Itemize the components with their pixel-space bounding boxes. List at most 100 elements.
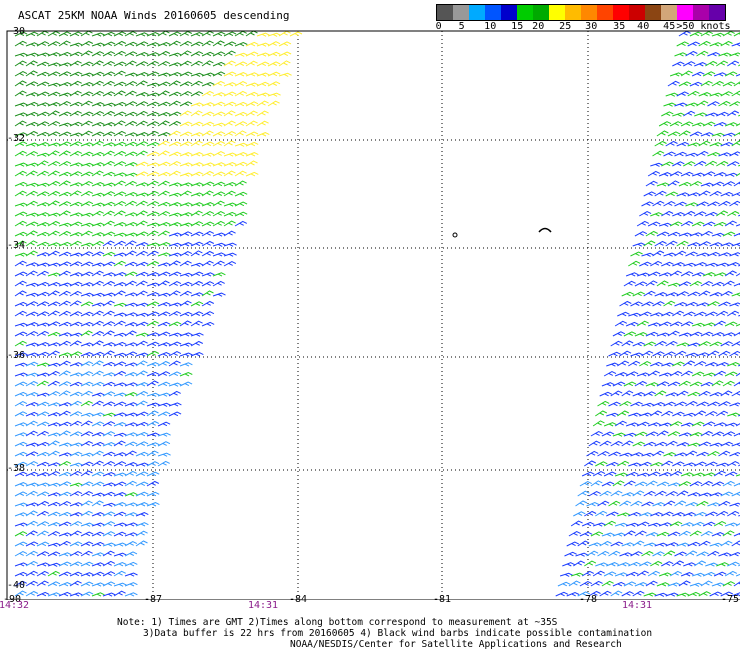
wind-barb bbox=[69, 141, 83, 147]
wind-barb bbox=[47, 290, 60, 297]
wind-barb bbox=[47, 471, 61, 477]
wind-barb bbox=[707, 502, 721, 507]
wind-barb bbox=[14, 170, 27, 177]
wind-barb bbox=[683, 110, 696, 117]
wind-barb bbox=[102, 421, 116, 427]
wind-barb bbox=[36, 212, 50, 217]
wind-barb bbox=[80, 361, 94, 367]
wind-barb bbox=[102, 491, 116, 497]
wind-barb bbox=[102, 461, 116, 467]
wind-barb bbox=[179, 190, 192, 197]
wind-barb bbox=[665, 240, 678, 247]
wind-barb bbox=[146, 121, 160, 127]
wind-barb bbox=[711, 531, 725, 537]
wind-barb bbox=[729, 350, 740, 357]
wind-barb bbox=[157, 50, 171, 57]
wind-barb bbox=[698, 441, 712, 447]
wind-barb bbox=[157, 321, 171, 327]
wind-barb bbox=[69, 171, 83, 177]
wind-barb bbox=[201, 130, 214, 137]
wind-barb bbox=[25, 380, 39, 387]
wind-barb bbox=[58, 131, 72, 137]
wind-barb bbox=[720, 441, 734, 447]
wind-barb bbox=[36, 71, 50, 77]
wind-barb bbox=[647, 471, 661, 477]
wind-barb bbox=[709, 292, 723, 297]
wind-barb bbox=[711, 32, 725, 37]
wind-barb bbox=[91, 522, 105, 527]
wind-barb bbox=[25, 322, 39, 327]
wind-barb bbox=[157, 371, 171, 377]
wind-barb bbox=[680, 220, 694, 227]
wind-barb bbox=[652, 450, 665, 457]
wind-barb bbox=[69, 272, 83, 277]
wind-barb bbox=[124, 592, 138, 597]
wind-barb bbox=[69, 482, 83, 487]
wind-barb bbox=[647, 422, 661, 427]
wind-barb bbox=[245, 72, 259, 77]
wind-barb bbox=[702, 171, 716, 177]
wind-barb bbox=[223, 230, 236, 237]
wind-barb bbox=[102, 542, 116, 547]
wind-barb bbox=[623, 432, 637, 437]
wind-barb bbox=[179, 300, 192, 307]
wind-barb bbox=[212, 31, 226, 37]
wind-barb bbox=[146, 291, 160, 297]
wind-barb bbox=[102, 502, 116, 507]
wind-barb bbox=[47, 511, 61, 517]
wind-barb bbox=[632, 490, 645, 497]
wind-barb bbox=[709, 391, 723, 397]
wind-barb bbox=[80, 171, 94, 177]
wind-barb bbox=[36, 500, 50, 507]
wind-barb bbox=[676, 592, 690, 597]
wind-barb bbox=[102, 240, 115, 247]
wind-barb bbox=[201, 90, 215, 97]
wind-barb bbox=[25, 550, 38, 557]
wind-barb bbox=[663, 351, 676, 357]
wind-barb bbox=[689, 432, 703, 437]
wind-barb bbox=[14, 260, 27, 267]
wind-barb bbox=[157, 280, 170, 287]
wind-barb bbox=[639, 361, 652, 367]
wind-barb bbox=[157, 180, 170, 187]
wind-barb bbox=[201, 300, 215, 307]
wind-barb bbox=[113, 531, 127, 537]
wind-barb bbox=[705, 112, 719, 117]
wind-barb bbox=[102, 210, 115, 217]
wind-barb bbox=[641, 550, 654, 557]
wind-barb bbox=[91, 71, 105, 77]
wind-barb bbox=[179, 242, 193, 247]
wind-barb bbox=[190, 292, 204, 297]
wind-barb bbox=[47, 310, 60, 317]
wind-barb bbox=[179, 260, 192, 267]
wind-barb bbox=[168, 390, 181, 397]
wind-barb bbox=[733, 181, 740, 187]
wind-barb bbox=[683, 311, 696, 317]
wind-barb bbox=[168, 252, 182, 257]
wind-barb bbox=[645, 280, 658, 287]
wind-barb bbox=[724, 422, 738, 427]
wind-barb bbox=[102, 361, 116, 367]
legend-swatch bbox=[629, 5, 645, 20]
wind-barb bbox=[256, 72, 270, 77]
wind-barb bbox=[722, 581, 736, 587]
wind-barb bbox=[672, 161, 685, 167]
legend-swatch bbox=[533, 5, 549, 20]
wind-barb bbox=[586, 450, 599, 457]
wind-barb bbox=[69, 431, 83, 437]
wind-barb bbox=[676, 490, 689, 497]
wind-barb bbox=[135, 411, 149, 417]
wind-barb bbox=[36, 152, 50, 157]
wind-barb bbox=[58, 171, 72, 177]
wind-barb bbox=[102, 592, 116, 597]
wind-barb bbox=[58, 421, 72, 427]
lon-label-81: -81 bbox=[432, 594, 452, 605]
wind-barb bbox=[676, 390, 689, 397]
wind-barb bbox=[234, 211, 248, 217]
wind-barb bbox=[80, 591, 94, 597]
wind-barb bbox=[705, 362, 718, 367]
wind-barb bbox=[201, 170, 215, 177]
legend-swatch bbox=[597, 5, 613, 20]
wind-barb bbox=[601, 580, 614, 587]
wind-barb bbox=[69, 580, 82, 587]
